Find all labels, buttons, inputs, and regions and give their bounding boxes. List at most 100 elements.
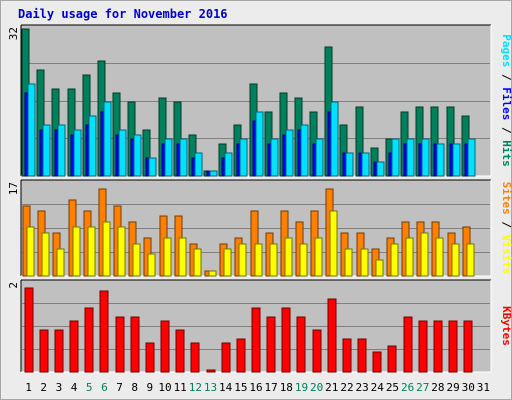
bar-kbytes-day-17 xyxy=(266,316,276,373)
bar-visits-day-18 xyxy=(284,237,293,277)
bar-kbytes-day-11 xyxy=(175,329,185,373)
bar-visits-day-16 xyxy=(254,243,263,277)
bar-pages-day-1 xyxy=(27,83,36,177)
bar-pages-day-30 xyxy=(467,138,476,177)
bar-visits-day-1 xyxy=(26,226,35,277)
bar-pages-day-18 xyxy=(285,129,294,177)
x-tick-label: 29 xyxy=(446,381,459,394)
bar-pages-day-8 xyxy=(133,134,142,177)
bar-pages-day-10 xyxy=(164,138,173,177)
series-legend-part: Files xyxy=(500,87,512,120)
bar-pages-day-4 xyxy=(73,129,82,177)
bar-visits-day-4 xyxy=(72,226,81,277)
bar-visits-day-22 xyxy=(344,248,353,277)
bar-pages-day-9 xyxy=(148,157,157,177)
bar-pages-day-16 xyxy=(255,111,264,177)
bar-kbytes-day-13 xyxy=(206,369,216,373)
x-tick-label: 4 xyxy=(71,381,78,394)
bar-kbytes-day-28 xyxy=(433,320,443,373)
x-tick-label: 20 xyxy=(310,381,323,394)
bar-visits-day-13 xyxy=(208,270,217,277)
x-tick-label: 11 xyxy=(174,381,187,394)
bar-kbytes-day-12 xyxy=(190,342,200,373)
bar-kbytes-day-22 xyxy=(342,338,352,373)
x-tick-label: 7 xyxy=(116,381,123,394)
bar-visits-day-15 xyxy=(238,243,247,277)
bar-kbytes-day-2 xyxy=(39,329,49,373)
bar-pages-day-12 xyxy=(194,152,203,177)
bar-visits-day-23 xyxy=(360,248,369,277)
bar-pages-day-13 xyxy=(209,170,218,177)
series-legend-part: / xyxy=(500,67,512,87)
bar-kbytes-day-24 xyxy=(372,351,382,373)
bar-pages-day-29 xyxy=(452,143,461,177)
bar-pages-day-28 xyxy=(436,143,445,177)
bar-visits-day-19 xyxy=(299,243,308,277)
x-tick-label: 23 xyxy=(356,381,369,394)
x-tick-label: 16 xyxy=(249,381,262,394)
x-tick-label: 9 xyxy=(147,381,154,394)
x-tick-label: 31 xyxy=(477,381,490,394)
bar-pages-day-11 xyxy=(179,138,188,177)
bar-kbytes-day-27 xyxy=(418,320,428,373)
bar-pages-day-5 xyxy=(88,115,97,177)
x-tick-label: 25 xyxy=(386,381,399,394)
x-tick-label: 2 xyxy=(40,381,47,394)
x-tick-label: 14 xyxy=(219,381,233,394)
bar-visits-day-25 xyxy=(390,243,399,277)
bar-kbytes-day-10 xyxy=(160,320,170,373)
bar-visits-day-7 xyxy=(117,226,126,277)
bar-kbytes-day-3 xyxy=(54,329,64,373)
bar-pages-day-26 xyxy=(406,138,415,177)
x-tick-label: 26 xyxy=(401,381,414,394)
series-legend-label: Sites / Visits xyxy=(500,182,512,275)
x-tick-label: 22 xyxy=(340,381,353,394)
bar-visits-day-11 xyxy=(178,237,187,277)
bar-kbytes-day-7 xyxy=(115,316,125,373)
bar-visits-day-6 xyxy=(102,221,111,277)
x-tick-label: 30 xyxy=(462,381,475,394)
bar-kbytes-day-21 xyxy=(327,298,337,373)
bar-visits-day-3 xyxy=(56,248,65,277)
x-tick-label: 5 xyxy=(86,381,93,394)
y-axis-max-label: 2 xyxy=(7,282,20,289)
bar-kbytes-day-18 xyxy=(281,307,291,373)
bar-kbytes-day-30 xyxy=(463,320,473,373)
bar-visits-day-26 xyxy=(405,237,414,277)
bar-visits-day-17 xyxy=(269,243,278,277)
bar-visits-day-9 xyxy=(147,253,156,277)
bar-kbytes-day-9 xyxy=(145,342,155,373)
bar-visits-day-27 xyxy=(420,232,429,277)
bar-kbytes-day-1 xyxy=(24,287,34,373)
x-tick-label: 8 xyxy=(131,381,138,394)
bar-pages-day-25 xyxy=(391,138,400,177)
bar-pages-day-17 xyxy=(270,138,279,177)
bar-kbytes-day-6 xyxy=(99,290,109,373)
bar-kbytes-day-26 xyxy=(403,316,413,373)
bar-kbytes-day-14 xyxy=(221,342,231,373)
series-legend-part: Visits xyxy=(500,235,512,275)
bar-visits-day-12 xyxy=(193,248,202,277)
bar-pages-day-2 xyxy=(42,124,51,177)
y-axis-max-label: 32 xyxy=(7,27,20,40)
bar-kbytes-day-25 xyxy=(387,345,397,373)
bar-visits-day-24 xyxy=(375,259,384,277)
bar-visits-day-30 xyxy=(466,243,475,277)
series-legend-part: Sites xyxy=(500,182,512,215)
bar-pages-day-15 xyxy=(239,138,248,177)
series-legend-label: Pages / Files / Hits xyxy=(500,34,512,167)
x-tick-label: 17 xyxy=(265,381,278,394)
bar-visits-day-5 xyxy=(87,226,96,277)
series-legend-label: KBytes xyxy=(500,306,512,346)
bar-kbytes-day-20 xyxy=(312,329,322,373)
bar-kbytes-day-19 xyxy=(296,316,306,373)
x-tick-label: 21 xyxy=(325,381,338,394)
bar-pages-day-20 xyxy=(315,138,324,177)
x-tick-label: 3 xyxy=(56,381,63,394)
bar-kbytes-day-5 xyxy=(84,307,94,373)
x-tick-label: 1 xyxy=(25,381,32,394)
x-tick-label: 10 xyxy=(158,381,171,394)
x-tick-label: 15 xyxy=(234,381,247,394)
series-legend-part: Hits xyxy=(500,140,512,167)
